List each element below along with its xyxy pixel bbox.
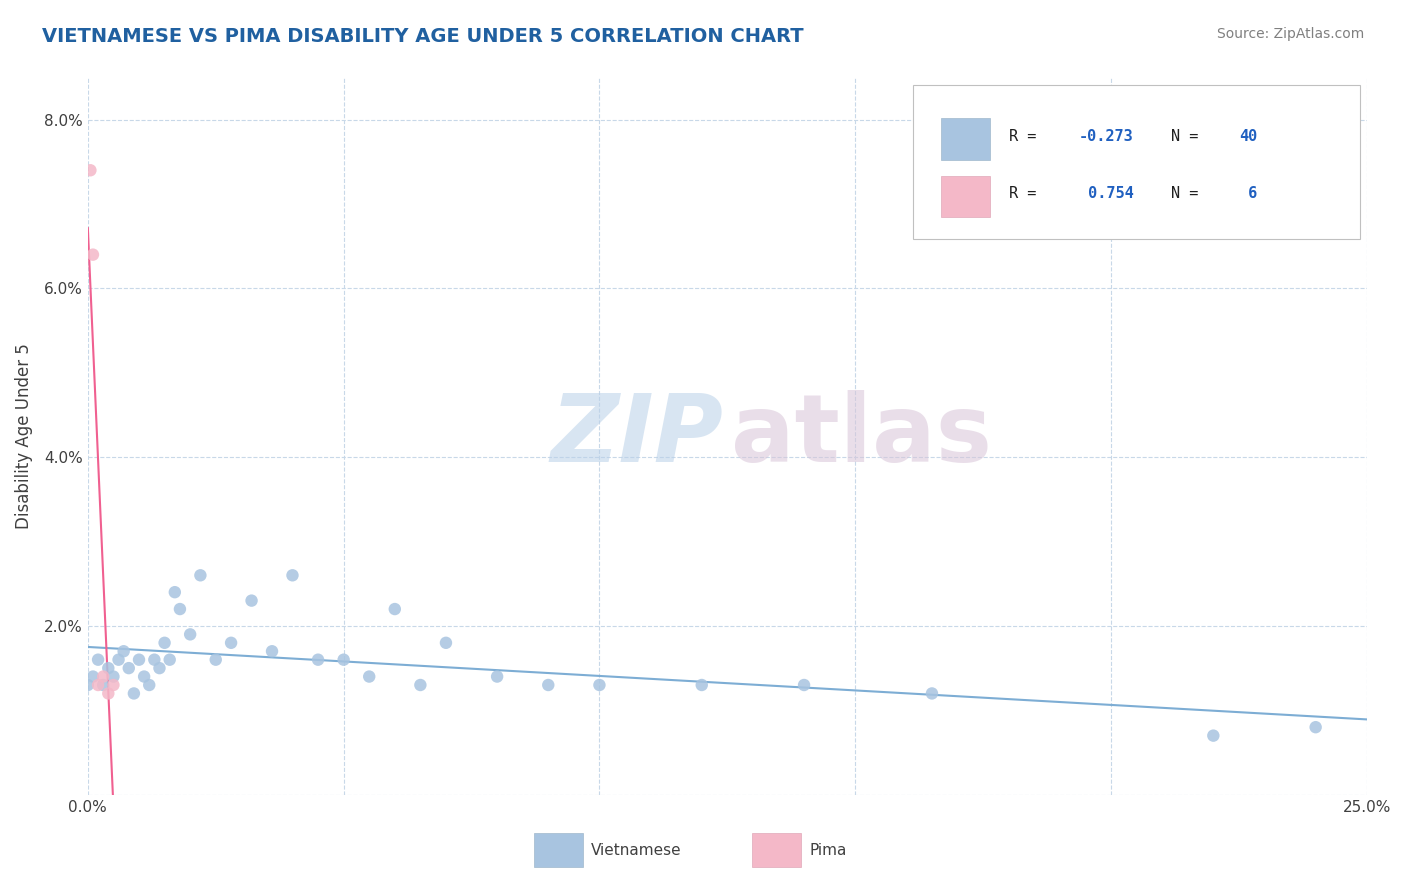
FancyBboxPatch shape [941,119,990,160]
Text: ZIP: ZIP [551,390,724,482]
Text: N =: N = [1171,128,1208,144]
Point [91,669,114,683]
Point [128,653,150,667]
Text: Source: ZipAtlas.com: Source: ZipAtlas.com [1216,27,1364,41]
Point [588,678,610,692]
Text: Vietnamese: Vietnamese [591,843,681,857]
Point [148,661,170,675]
Point [240,593,263,607]
Text: atlas: atlas [731,390,993,482]
Point [537,678,560,692]
Point [159,653,181,667]
Point [1305,720,1327,734]
Point [91,678,114,692]
Text: R =: R = [1008,186,1045,201]
Text: 0.754: 0.754 [1078,186,1133,201]
Point [281,568,304,582]
Text: -0.273: -0.273 [1078,128,1133,144]
Point [409,678,432,692]
Point [1202,729,1225,743]
Point [153,636,176,650]
Point [97,686,120,700]
Point [122,686,145,700]
Text: 40: 40 [1239,128,1257,144]
Point [486,669,509,683]
FancyBboxPatch shape [912,85,1361,239]
Point [138,678,160,692]
Point [332,653,354,667]
Point [87,678,110,692]
Point [690,678,713,692]
Point [384,602,406,616]
Point [79,163,101,178]
Point [118,661,141,675]
Point [103,678,125,692]
Point [107,653,129,667]
Point [76,678,98,692]
Point [82,247,104,261]
Point [179,627,201,641]
Point [87,653,110,667]
Text: 6: 6 [1239,186,1257,201]
Point [82,669,104,683]
Point [921,686,943,700]
Point [307,653,329,667]
Text: N =: N = [1171,186,1208,201]
Text: VIETNAMESE VS PIMA DISABILITY AGE UNDER 5 CORRELATION CHART: VIETNAMESE VS PIMA DISABILITY AGE UNDER … [42,27,804,45]
Point [793,678,815,692]
Point [219,636,242,650]
Point [103,669,125,683]
Point [169,602,191,616]
FancyBboxPatch shape [941,176,990,218]
Point [143,653,166,667]
Point [204,653,226,667]
Text: Pima: Pima [810,843,848,857]
Point [97,661,120,675]
Point [134,669,156,683]
Point [434,636,457,650]
Point [163,585,186,599]
Point [190,568,212,582]
Point [359,669,381,683]
Y-axis label: Disability Age Under 5: Disability Age Under 5 [15,343,32,529]
Point [112,644,135,658]
Text: R =: R = [1008,128,1045,144]
Point [260,644,283,658]
